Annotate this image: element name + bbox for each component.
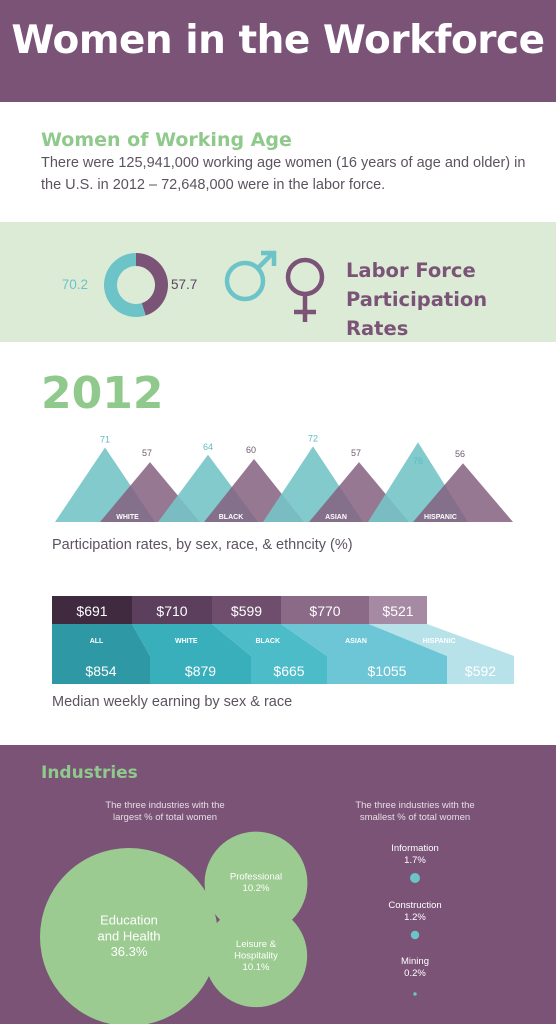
small-industry-dot-construction <box>410 930 420 940</box>
industries-title: Industries <box>41 763 138 783</box>
labor-force-graphic: 70.2 57.7 <box>62 250 325 322</box>
donut-label-women: 57.7 <box>171 277 197 292</box>
earnings-category-all: ALL <box>90 638 104 645</box>
earnings-label-men-all: $854 <box>85 663 116 679</box>
industry-name-education-and-health-2: and Health <box>98 928 161 943</box>
small-industry-value-information: 1.7% <box>404 855 426 866</box>
earnings-bar-women-asian <box>281 596 369 624</box>
earnings-bar-men-asian <box>327 656 447 684</box>
earnings-chart: $691 $854 ALL $710 $879 WHITE $599 $665 BLACK $77… <box>52 596 514 684</box>
donut-slice-men <box>103 253 146 317</box>
triangle-category-hispanic: HISPANIC <box>424 514 457 521</box>
earnings-category-black: BLACK <box>256 638 281 645</box>
triangle-label-teal-asian: 72 <box>308 433 318 443</box>
industry-value-leisure-hospitality: 10.1% <box>243 962 270 973</box>
industry-value-education-and-health: 36.3% <box>111 944 148 959</box>
earnings-label-women-all: $691 <box>76 603 107 619</box>
triangle-purple-hispanic <box>413 463 513 522</box>
earnings-label-men-hispanic: $592 <box>465 663 496 679</box>
triangle-category-black: BLACK <box>219 514 244 521</box>
earnings-bar-men-black <box>251 656 327 684</box>
small-industry-name-mining: Mining <box>401 956 429 967</box>
earnings-label-women-white: $710 <box>156 603 187 619</box>
small-industry-dot-mining <box>413 992 417 996</box>
earnings-label-men-asian: $1055 <box>368 663 407 679</box>
earnings-bar-women-white <box>132 596 212 624</box>
triangle-label-teal-black: 64 <box>203 442 213 452</box>
header-banner <box>0 0 556 102</box>
earnings-category-hispanic: HISPANIC <box>423 638 456 645</box>
largest-caption-line2: largest % of total women <box>112 812 218 823</box>
industry-value-professional: 10.2% <box>243 883 270 894</box>
industry-bubble-education-and-health <box>40 848 218 1024</box>
year-heading: 2012 <box>41 368 164 419</box>
smallest-caption-line1: The three industries with the <box>355 800 475 811</box>
earnings-caption: Median weekly earning by sex & race <box>52 694 293 710</box>
earnings-bar-men-all <box>52 656 150 684</box>
triangle-category-white: WHITE <box>116 514 139 521</box>
labor-force-band <box>0 222 556 342</box>
triangle-category-asian: ASIAN <box>325 514 347 521</box>
page-title: Women in the Workforce <box>11 18 545 63</box>
labor-force-title: Labor Force Participation Rates <box>346 256 556 343</box>
earnings-category-asian: ASIAN <box>345 638 367 645</box>
small-industry-value-mining: 0.2% <box>404 968 426 979</box>
triangle-label-purple-hispanic: 56 <box>455 449 465 459</box>
smallest-caption: The three industries with the smallest %… <box>340 800 490 824</box>
small-industry-name-construction: Construction <box>388 900 441 911</box>
earnings-bar-women-hispanic <box>369 596 427 624</box>
triangle-label-purple-asian: 57 <box>351 448 361 458</box>
industry-name-leisure-hospitality-1: Leisure & <box>236 939 277 950</box>
industry-name-education-and-health-1: Education <box>100 913 158 928</box>
small-industry-name-information: Information <box>391 843 439 854</box>
earnings-label-men-white: $879 <box>185 663 216 679</box>
earnings-label-women-asian: $770 <box>309 603 340 619</box>
earnings-band-white <box>132 624 251 656</box>
small-industry-dot-information <box>410 873 420 883</box>
donut-slice-women <box>136 253 168 316</box>
female-symbol-icon <box>285 257 325 322</box>
earnings-band-asian <box>281 624 447 656</box>
earnings-category-white: WHITE <box>175 638 198 645</box>
industry-name-professional-1: Professional <box>230 872 282 883</box>
earnings-band-all <box>52 624 150 656</box>
industry-name-leisure-hospitality-2: Hospitality <box>234 950 278 961</box>
earnings-label-women-hispanic: $521 <box>382 603 413 619</box>
largest-caption-line1: The three industries with the <box>105 800 225 811</box>
working-age-heading: Women of Working Age <box>41 129 292 151</box>
donut-label-men: 70.2 <box>62 277 88 292</box>
earnings-bar-men-white <box>150 656 251 684</box>
triangle-label-teal-hispanic: 76 <box>413 456 423 466</box>
participation-donut <box>103 253 168 317</box>
labor-force-title-line1: Labor Force <box>346 259 476 282</box>
triangle-label-teal-white: 71 <box>100 434 110 444</box>
earnings-band-hispanic <box>369 624 514 656</box>
industry-bubble-professional <box>204 831 308 935</box>
working-age-text: There were 125,941,000 working age women… <box>41 155 526 193</box>
industry-bubble-leisure-hospitality <box>204 904 308 1008</box>
small-industry-value-construction: 1.2% <box>404 912 426 923</box>
largest-caption: The three industries with the largest % … <box>90 800 240 824</box>
male-symbol-icon <box>224 250 277 302</box>
earnings-bar-men-hispanic <box>447 656 514 684</box>
smallest-caption-line2: smallest % of total women <box>359 812 471 823</box>
earnings-bar-women-all <box>52 596 132 624</box>
participation-caption: Participation rates, by sex, race, & eth… <box>52 537 353 553</box>
triangle-label-purple-black: 60 <box>246 445 256 455</box>
triangle-label-purple-white: 57 <box>142 448 152 458</box>
earnings-bar-women-black <box>212 596 281 624</box>
participation-triangle-chart: 71 57 WHITE 64 60 BLACK 72 57 ASIAN 76 56 HISPANIC <box>55 433 513 522</box>
earnings-band-black <box>212 624 327 656</box>
earnings-label-women-black: $599 <box>231 603 262 619</box>
labor-force-title-line2: Participation Rates <box>346 288 488 340</box>
earnings-label-men-black: $665 <box>273 663 304 679</box>
